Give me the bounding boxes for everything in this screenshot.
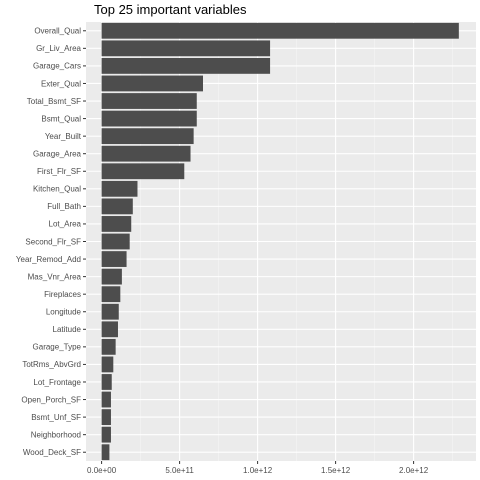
bar-totrms-abvgrd: [101, 356, 114, 373]
y-tick-label: Lot_Area: [49, 220, 82, 229]
y-tick-label: Wood_Deck_SF: [23, 448, 81, 457]
y-tick-label: Year_Built: [45, 132, 82, 141]
bar-first-flr-sf: [101, 163, 185, 180]
bar-full-bath: [101, 198, 133, 215]
x-tick-label: 0.0e+00: [87, 466, 117, 475]
y-tick-label: Gr_Liv_Area: [36, 44, 81, 53]
bar-second-flr-sf: [101, 233, 130, 250]
y-tick-label: Total_Bsmt_SF: [27, 97, 81, 106]
bars: [101, 22, 459, 461]
bar-gr-liv-area: [101, 40, 271, 57]
y-tick-label: Open_Porch_SF: [21, 395, 81, 404]
bar-lot-frontage: [101, 374, 112, 390]
y-axis: Overall_Qual Gr_Liv_Area Garage_Cars Exter_…: [16, 27, 86, 457]
bar-open-porch-sf: [101, 391, 111, 408]
x-tick-label: 2.0e+12: [399, 466, 429, 475]
bar-neighborhood: [101, 426, 111, 443]
y-tick-label: Garage_Area: [33, 150, 82, 159]
y-tick-label: Year_Remod_Add: [16, 255, 81, 264]
y-tick-label: Neighborhood: [31, 430, 81, 439]
y-tick-label: TotRms_AbvGrd: [22, 360, 81, 369]
chart-title: Top 25 important variables: [94, 2, 247, 17]
bar-bsmt-unf-sf: [101, 409, 111, 426]
bar-latitude: [101, 321, 118, 338]
bar-bsmt-qual: [101, 110, 197, 127]
y-tick-label: Latitude: [53, 325, 82, 334]
y-tick-label: Kitchen_Qual: [33, 185, 81, 194]
bar-garage-type: [101, 338, 116, 355]
y-tick-label: Overall_Qual: [34, 27, 81, 36]
y-tick-label: Bsmt_Unf_SF: [31, 413, 81, 422]
bar-year-remod-add: [101, 251, 127, 267]
y-tick-label: Full_Bath: [47, 202, 81, 211]
x-tick-label: 5.0e+11: [165, 466, 194, 475]
y-tick-label: Fireplaces: [44, 290, 81, 299]
y-tick-label: Longitude: [46, 308, 82, 317]
bar-garage-cars: [101, 57, 271, 74]
y-tick-label: Garage_Type: [33, 343, 82, 352]
bar-fireplaces: [101, 286, 121, 303]
y-tick-label: Mas_Vnr_Area: [28, 272, 82, 281]
bar-exter-qual: [101, 75, 203, 92]
bar-lot-area: [101, 216, 132, 232]
y-tick-label: Lot_Frontage: [33, 378, 81, 387]
y-tick-label: Second_Flr_SF: [25, 237, 81, 246]
bar-longitude: [101, 303, 119, 320]
x-axis: 0.0e+00 5.0e+11 1.0e+12 1.5e+12 2.0e+12: [87, 461, 429, 475]
bar-garage-area: [101, 145, 191, 162]
x-tick-label: 1.5e+12: [321, 466, 351, 475]
y-tick-label: Bsmt_Qual: [41, 114, 81, 123]
bar-kitchen-qual: [101, 180, 138, 197]
bar-overall-qual: [101, 22, 459, 39]
bar-wood-deck-sf: [101, 444, 110, 461]
bar-total-bsmt-sf: [101, 93, 197, 109]
y-tick-label: Garage_Cars: [33, 62, 81, 71]
bar-mas-vnr-area: [101, 268, 122, 285]
y-tick-label: Exter_Qual: [41, 79, 81, 88]
x-tick-label: 1.0e+12: [243, 466, 273, 475]
y-tick-label: First_Flr_SF: [37, 167, 81, 176]
bar-year-built: [101, 128, 194, 145]
